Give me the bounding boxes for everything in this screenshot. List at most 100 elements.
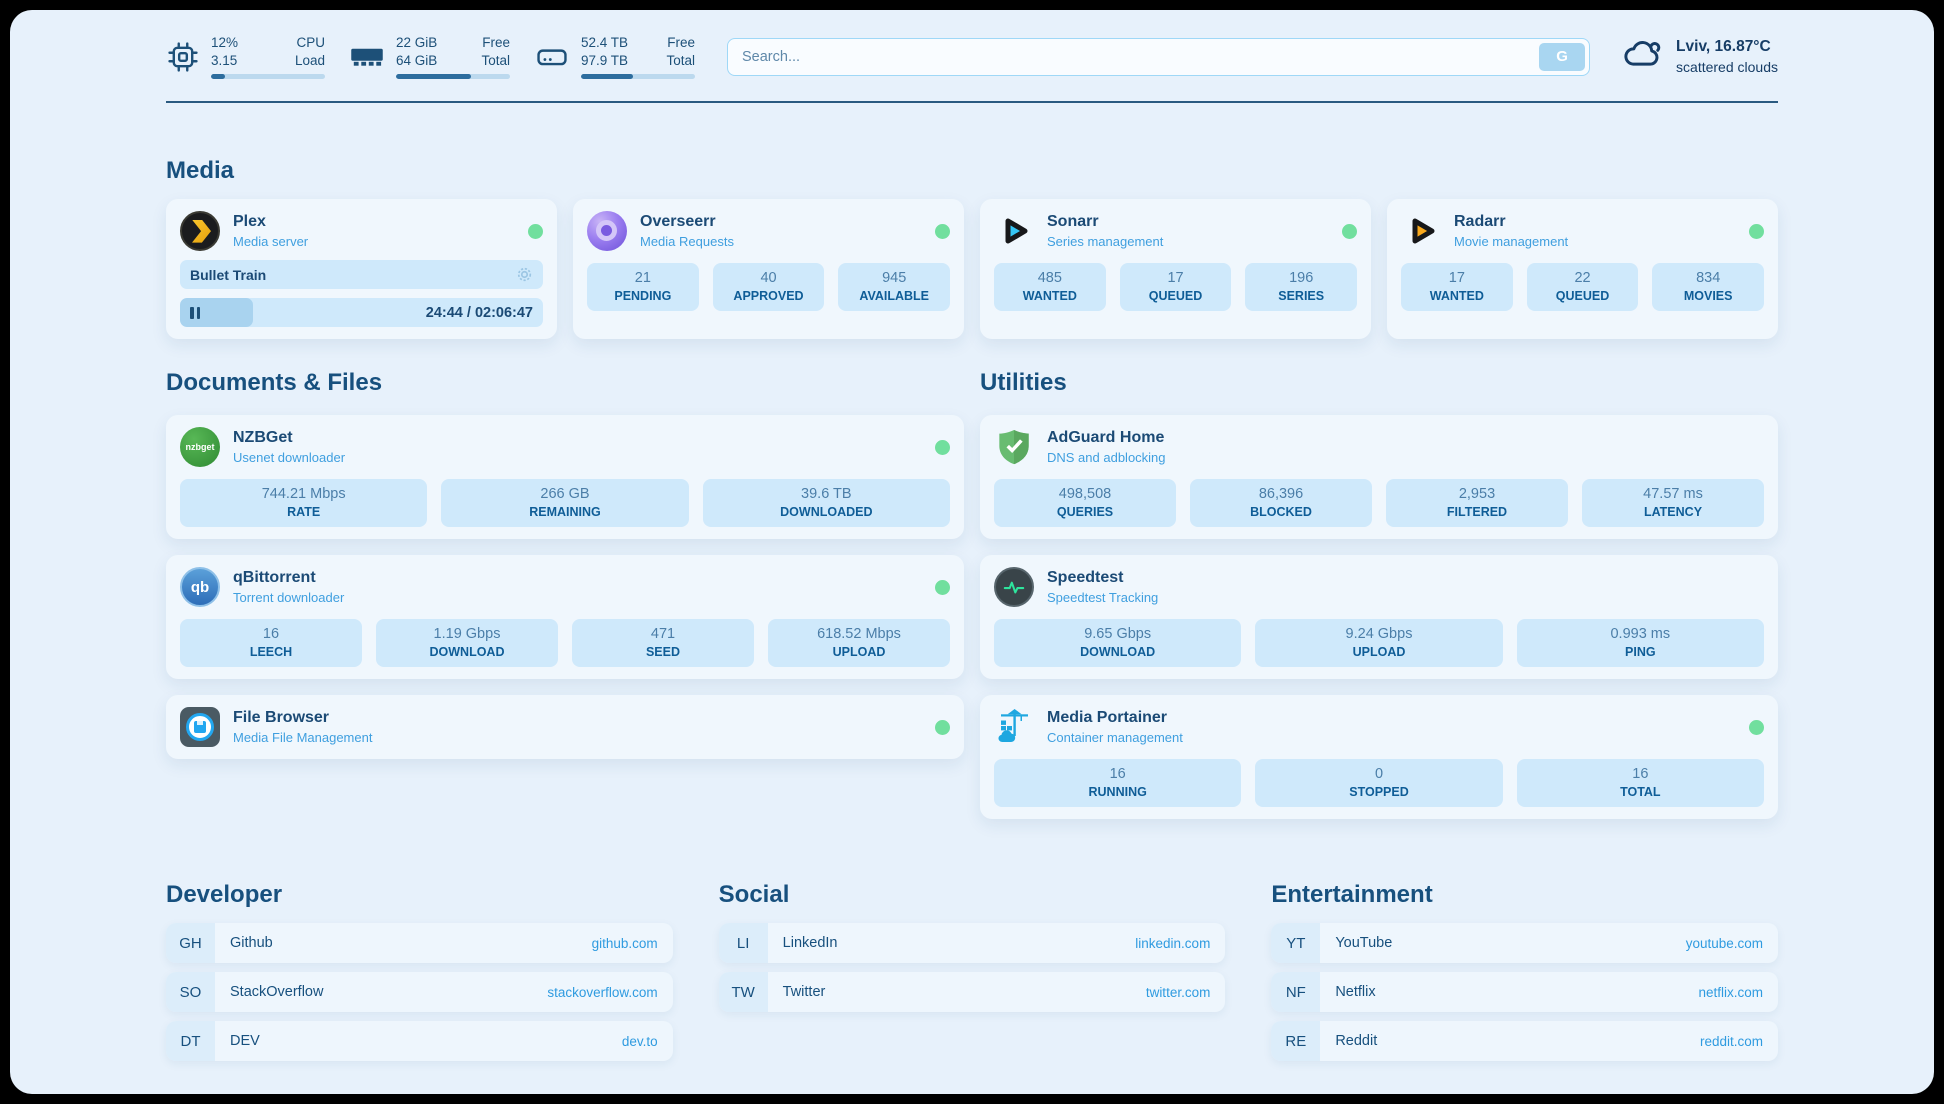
bookmark-reddit[interactable]: RE Reddit reddit.com — [1271, 1021, 1778, 1062]
service-card-sonarr[interactable]: Sonarr Series management 485 WANTED 17 Q… — [980, 199, 1371, 340]
bookmark-abbr: GH — [166, 923, 215, 964]
service-card-qbittorrent[interactable]: qb qBittorrent Torrent downloader 16 LEE… — [166, 555, 964, 680]
plex-icon — [180, 211, 220, 252]
bookmark-abbr: DT — [166, 1021, 215, 1062]
service-name-nzbget: NZBGet — [233, 429, 293, 447]
service-name-portainer: Media Portainer — [1047, 709, 1168, 727]
section-title-entertainment: Entertainment — [1271, 881, 1433, 909]
stat-label: STOPPED — [1349, 785, 1409, 800]
stat-label: UPLOAD — [1352, 645, 1406, 660]
status-dot — [935, 719, 950, 735]
status-dot — [1342, 223, 1357, 239]
search-input[interactable] — [727, 37, 1591, 76]
bookmark-dev[interactable]: DT DEV dev.to — [166, 1021, 673, 1062]
stat-label: MOVIES — [1683, 289, 1733, 304]
stat-box: 47.57 ms LATENCY — [1582, 479, 1764, 528]
stat-label: LEECH — [249, 645, 293, 660]
stat-label: QUERIES — [1056, 505, 1114, 520]
section-title-documents: Documents & Files — [166, 369, 383, 397]
bookmark-name: DEV — [230, 1033, 260, 1050]
cpu-progress-bar — [211, 74, 325, 80]
stat-value: 618.52 Mbps — [817, 626, 901, 643]
service-name-adguard: AdGuard Home — [1047, 429, 1165, 447]
portainer-icon — [994, 707, 1034, 747]
overseerr-icon — [587, 211, 627, 252]
qbittorrent-icon: qb — [180, 567, 220, 608]
bookmark-linkedin[interactable]: LI LinkedIn linkedin.com — [718, 923, 1226, 964]
bookmark-youtube[interactable]: YT YouTube youtube.com — [1271, 923, 1778, 964]
stat-value: 47.57 ms — [1643, 486, 1703, 503]
stat-label: AVAILABLE — [859, 289, 930, 304]
stat-label: WANTED — [1022, 289, 1077, 304]
stat-label: RUNNING — [1088, 785, 1147, 800]
section-title-media: Media — [166, 157, 235, 185]
status-dot — [528, 223, 543, 239]
stat-box: 17 QUEUED — [1119, 263, 1232, 312]
stat-value: 0.993 ms — [1610, 626, 1671, 643]
stat-box: 17 WANTED — [1401, 263, 1513, 312]
service-card-speedtest[interactable]: Speedtest Speedtest Tracking 9.65 Gbps D… — [980, 555, 1778, 680]
stat-box: 9.65 Gbps DOWNLOAD — [994, 619, 1242, 668]
bookmark-url: netflix.com — [1698, 984, 1763, 1000]
stat-value: 86,396 — [1258, 486, 1304, 503]
bookmark-name: StackOverflow — [230, 984, 324, 1001]
documents-column: Documents & Files nzbget NZBGet Usenet d… — [166, 369, 964, 819]
adguard-icon — [994, 427, 1034, 467]
playback-progress-row: 24:44 / 02:06:47 — [180, 298, 543, 328]
stat-label: BLOCKED — [1250, 505, 1312, 520]
stat-value: 16 — [1109, 766, 1126, 783]
settings-gear-icon[interactable] — [516, 266, 533, 283]
stat-value: 834 — [1696, 270, 1721, 287]
stat-value: 40 — [760, 270, 777, 287]
service-card-adguard[interactable]: AdGuard Home DNS and adblocking 498,508 … — [980, 415, 1778, 540]
disk-label-top: Free — [667, 35, 695, 50]
search-engine-button[interactable]: G — [1539, 42, 1586, 71]
stat-label: DOWNLOADED — [780, 505, 873, 520]
bookmark-twitter[interactable]: TW Twitter twitter.com — [718, 972, 1226, 1013]
bookmark-abbr: TW — [718, 972, 768, 1013]
bookmark-stackoverflow[interactable]: SO StackOverflow stackoverflow.com — [166, 972, 673, 1013]
status-dot — [1749, 223, 1764, 239]
stat-label: FILTERED — [1446, 505, 1508, 520]
stat-value: 17 — [1167, 270, 1184, 287]
stat-label: SEED — [645, 645, 681, 660]
stat-box: 9.24 Gbps UPLOAD — [1255, 619, 1503, 668]
service-card-filebrowser[interactable]: File Browser Media File Management — [166, 695, 964, 760]
ram-label-bottom: Total — [481, 52, 510, 68]
speedtest-icon — [994, 567, 1034, 608]
ram-widget: 22 GiB Free 64 GiB Total — [349, 34, 510, 80]
service-card-overseerr[interactable]: Overseerr Media Requests 21 PENDING 40 A… — [573, 199, 964, 340]
stat-value: 2,953 — [1458, 486, 1496, 503]
ram-label-top: Free — [482, 35, 510, 50]
service-name-speedtest: Speedtest — [1047, 569, 1124, 587]
bookmark-url: dev.to — [621, 1033, 658, 1049]
ram-progress-fill — [396, 74, 472, 80]
utilities-column: Utilities AdGuard Home DNS and adblockin… — [980, 369, 1778, 820]
stat-label: SERIES — [1278, 289, 1325, 304]
stat-value: 39.6 TB — [801, 486, 852, 503]
service-card-nzbget[interactable]: nzbget NZBGet Usenet downloader 744.21 M… — [166, 415, 964, 540]
bookmark-abbr: RE — [1271, 1021, 1321, 1062]
bookmark-abbr: YT — [1271, 923, 1321, 964]
service-subtitle-radarr: Movie management — [1454, 234, 1569, 250]
cpu-label-top: CPU — [296, 35, 325, 50]
resource-widgets: 12% CPU 3.15 Load — [166, 34, 695, 80]
service-card-plex[interactable]: Plex Media server Bullet Train — [166, 199, 557, 340]
bookmark-github[interactable]: GH Github github.com — [166, 923, 673, 964]
service-card-portainer[interactable]: Media Portainer Container management 16 … — [980, 695, 1778, 820]
bookmark-name: Netflix — [1335, 984, 1376, 1001]
status-dot — [935, 439, 950, 455]
service-name-overseerr: Overseerr — [640, 213, 716, 231]
bookmark-abbr: NF — [1271, 972, 1321, 1013]
stat-label: PENDING — [614, 289, 672, 304]
developer-section: Developer GH Github github.com SO StackO… — [166, 881, 673, 1062]
pause-icon[interactable] — [190, 306, 200, 319]
bookmark-netflix[interactable]: NF Netflix netflix.com — [1271, 972, 1778, 1013]
stat-box: 471 SEED — [572, 619, 754, 668]
service-name-plex: Plex — [233, 213, 266, 231]
disk-widget: 52.4 TB Free 97.9 TB Total — [534, 34, 695, 80]
disk-progress-fill — [581, 74, 634, 80]
disk-free-value: 52.4 TB — [581, 35, 629, 50]
service-card-radarr[interactable]: Radarr Movie management 17 WANTED 22 QUE… — [1387, 199, 1778, 340]
stat-value: 485 — [1037, 270, 1062, 287]
